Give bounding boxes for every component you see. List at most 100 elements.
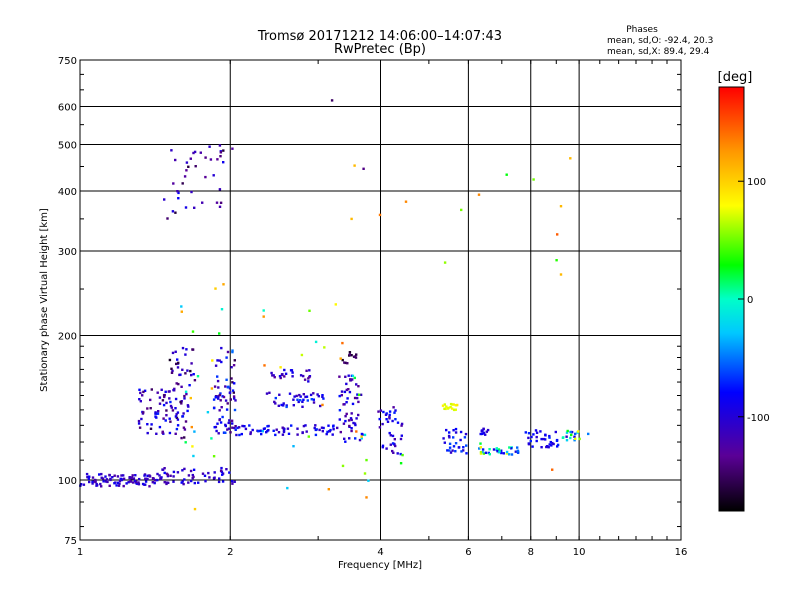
- data-point: [527, 436, 530, 440]
- data-point: [304, 424, 307, 427]
- data-point: [302, 398, 305, 401]
- data-point: [214, 395, 217, 399]
- data-point: [218, 205, 222, 208]
- data-point: [365, 496, 368, 499]
- data-point: [277, 431, 281, 434]
- data-point: [224, 399, 228, 402]
- data-point: [310, 398, 313, 401]
- data-point: [228, 387, 232, 390]
- data-point: [357, 413, 360, 417]
- data-point: [98, 473, 101, 476]
- data-point: [457, 446, 461, 449]
- data-point: [177, 361, 180, 365]
- data-point: [482, 431, 486, 435]
- data-point: [565, 431, 569, 434]
- data-point: [116, 481, 120, 484]
- data-point: [149, 427, 153, 430]
- data-point: [117, 484, 121, 487]
- data-point: [171, 369, 174, 373]
- data-point: [156, 478, 159, 482]
- data-point: [163, 467, 166, 470]
- data-point: [192, 151, 195, 155]
- data-point: [573, 439, 576, 442]
- data-point: [288, 392, 292, 395]
- y-tick-label: 600: [58, 103, 77, 114]
- data-point: [231, 147, 234, 150]
- data-point: [316, 393, 319, 396]
- data-point: [229, 398, 232, 401]
- data-point: [85, 472, 89, 476]
- data-point: [125, 482, 128, 485]
- data-point: [399, 437, 403, 441]
- data-point: [234, 428, 237, 431]
- data-point: [226, 402, 229, 405]
- data-point: [210, 437, 213, 440]
- data-point: [344, 440, 347, 443]
- data-point: [168, 431, 172, 435]
- data-point: [230, 377, 233, 380]
- data-point: [230, 366, 233, 369]
- data-point: [226, 428, 229, 431]
- data-point: [216, 375, 219, 378]
- data-point: [183, 428, 187, 431]
- data-point: [227, 421, 230, 425]
- data-point: [307, 380, 310, 383]
- data-point: [186, 369, 189, 372]
- data-point: [116, 475, 120, 478]
- data-point: [338, 375, 341, 378]
- data-point: [459, 430, 463, 434]
- data-point: [360, 432, 364, 436]
- data-point: [559, 273, 563, 276]
- data-point: [285, 404, 288, 407]
- data-point: [386, 420, 390, 423]
- x-tick-label: 1: [77, 547, 83, 558]
- data-point: [151, 481, 154, 484]
- data-point: [156, 412, 160, 415]
- data-point: [219, 421, 223, 424]
- data-point: [190, 373, 193, 377]
- data-point: [187, 474, 191, 477]
- data-point: [217, 386, 220, 389]
- data-point: [220, 308, 224, 311]
- data-point: [287, 432, 291, 435]
- data-point: [184, 390, 188, 393]
- data-point: [314, 424, 317, 427]
- x-axis-ticks: 1 2 4 6 8 10 16: [77, 60, 687, 558]
- data-point: [155, 416, 158, 419]
- data-point: [119, 477, 122, 481]
- data-point: [530, 435, 533, 439]
- data-point: [227, 427, 231, 430]
- x-tick-label: 8: [528, 547, 534, 558]
- data-point: [161, 431, 164, 434]
- data-point: [296, 398, 299, 401]
- data-point: [131, 474, 134, 477]
- data-point: [175, 382, 178, 385]
- data-point: [535, 431, 539, 434]
- y-axis-ticks: 75 100 200 300 400 500 600 750: [58, 56, 681, 547]
- data-point: [122, 474, 125, 477]
- data-point: [331, 433, 334, 436]
- data-point: [443, 441, 446, 444]
- data-point: [182, 426, 186, 429]
- data-point: [141, 482, 145, 486]
- data-point: [204, 156, 207, 159]
- data-point: [338, 409, 342, 412]
- data-point: [345, 401, 348, 404]
- data-point: [301, 405, 304, 408]
- data-point: [347, 419, 351, 422]
- data-point: [219, 399, 222, 402]
- data-point: [378, 417, 381, 421]
- data-point: [137, 483, 141, 486]
- data-point: [118, 482, 121, 485]
- data-point: [233, 397, 236, 400]
- data-point: [212, 174, 215, 177]
- data-point: [169, 474, 172, 477]
- data-point: [576, 430, 580, 433]
- data-point: [92, 480, 96, 483]
- data-point: [381, 422, 384, 426]
- data-point: [274, 396, 277, 400]
- data-point: [188, 384, 191, 387]
- data-point: [388, 413, 391, 417]
- data-point: [353, 396, 357, 400]
- data-point: [532, 433, 535, 436]
